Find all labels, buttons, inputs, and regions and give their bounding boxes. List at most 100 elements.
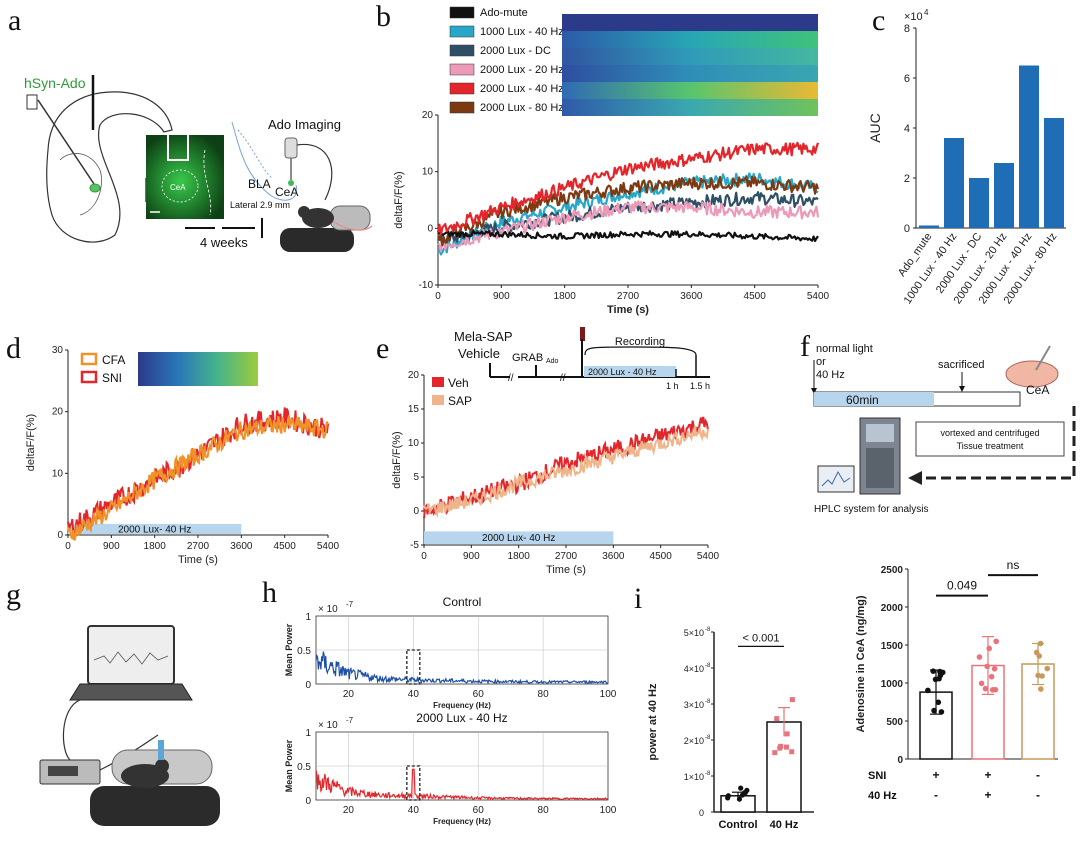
data-point <box>925 687 931 694</box>
y-tick-label: 1 <box>305 728 311 739</box>
y-axis-label: Adenosine in CeA (ng/mg) <box>855 595 867 732</box>
panel-f-chart: 0 500 1000 1500 2000 2500 Adenosine in CeA (ng… <box>855 558 1058 802</box>
cea-label: CeA <box>275 185 298 199</box>
bar <box>1019 65 1039 228</box>
y-tick-exp: -8 <box>705 663 711 669</box>
bar <box>919 225 939 228</box>
data-point <box>783 744 789 750</box>
bar <box>969 178 989 228</box>
row-value: - <box>1036 768 1040 782</box>
x-axis-label: Time (s) <box>178 554 218 566</box>
data-point <box>738 785 744 791</box>
monitor-trace <box>821 470 851 487</box>
legend-label: 2000 Lux - DC <box>480 45 551 57</box>
x-tick-label: Control <box>718 819 757 831</box>
panel-d-chart: 0 900 1800 2700 3600 4500 5400 0 10 20 30 Time (s) d… <box>25 345 340 566</box>
y-tick-label: 10 <box>408 438 420 449</box>
fiber-marker-icon <box>580 327 585 341</box>
axis-multiplier: ×10 <box>904 11 923 23</box>
y-tick-label: 1 <box>305 612 311 623</box>
bla-label: BLA <box>248 177 271 191</box>
x-tick-label: 900 <box>103 541 120 552</box>
y-tick-label: 8 <box>904 23 910 35</box>
x-tick-label: 3600 <box>680 291 703 302</box>
subplot-title: Control <box>443 595 482 609</box>
series-line-sap <box>423 426 709 519</box>
y-tick-label: 3×10 <box>684 700 704 710</box>
data-point <box>930 668 937 674</box>
highlight-box-40hz <box>406 649 421 685</box>
bar <box>994 163 1014 228</box>
timeline-title-2: Vehicle <box>458 346 500 361</box>
y-tick-label: 5×10 <box>684 628 704 638</box>
y-axis-label: AUC <box>867 113 883 143</box>
series-line-cfa <box>67 414 329 541</box>
subplot-title: 2000 Lux - 40 Hz <box>416 711 507 725</box>
y-tick-label: 0 <box>904 223 910 235</box>
y-tick-label: 0 <box>427 223 433 234</box>
flow-arrow-line <box>920 406 1076 480</box>
virus-label: hSyn-Ado <box>24 75 86 91</box>
legend-label: 2000 Lux - 80 Hz <box>480 102 564 114</box>
data-point <box>1039 673 1045 679</box>
sig-label: ns <box>1007 558 1020 572</box>
row-label: SNI <box>868 770 886 782</box>
heatmap-row <box>562 48 818 65</box>
row-value: - <box>1036 788 1040 802</box>
optic-fiber-icon <box>284 137 298 159</box>
recording-label: Recording <box>615 336 665 348</box>
laptop-cable <box>62 699 81 761</box>
timeline-break: // <box>508 373 514 384</box>
sacrificed-label: sacrificed <box>938 359 984 371</box>
legend-swatch <box>449 44 475 57</box>
imaging-label: Ado Imaging <box>268 117 341 132</box>
data-point <box>1033 649 1040 656</box>
series-line-4 <box>436 141 820 236</box>
mouse-body-icon <box>302 208 334 228</box>
y-tick-label: 0.5 <box>297 646 311 657</box>
x-axis-label: Frequency (Hz) <box>433 817 491 826</box>
data-point <box>976 654 983 660</box>
x-tick-label: 0 <box>421 551 427 562</box>
row-label: 40 Hz <box>868 790 897 802</box>
data-point <box>982 685 989 692</box>
y-tick-exp: -8 <box>705 771 711 777</box>
grab-sub: Ado <box>546 358 559 365</box>
timeline-title-1: Mela-SAP <box>454 329 513 344</box>
cea-outline <box>161 169 199 203</box>
legend-swatch <box>80 352 98 366</box>
micrograph-boundary <box>203 149 212 216</box>
amygdala-outline <box>231 121 298 201</box>
panel-letter-b: b <box>376 0 391 33</box>
panel-letter-e: e <box>376 332 390 365</box>
data-point <box>935 699 942 706</box>
grab-label: GRAB <box>512 352 543 364</box>
data-point <box>774 716 780 722</box>
x-tick-label: 60 <box>473 689 485 700</box>
stim-box-label: 2000 Lux - 40 Hz <box>588 367 657 377</box>
data-point <box>937 672 944 679</box>
x-tick-label: 5400 <box>317 541 340 552</box>
brain-section-inner <box>59 153 102 216</box>
brain-section-outline <box>46 91 173 243</box>
bar <box>919 691 953 760</box>
y-tick-label: 2000 <box>881 603 904 614</box>
heatmap-row <box>562 65 818 82</box>
treatment-label-2: Tissue treatment <box>957 441 1024 451</box>
x-tick-label: 1800 <box>508 551 531 562</box>
x-tick-label: 20 <box>343 805 355 816</box>
y-tick-label: 0 <box>699 808 704 818</box>
sacrificed-arrow-head <box>959 386 965 392</box>
legend-label: 2000 Lux - 40 Hz <box>480 83 564 95</box>
heatmap-row <box>562 14 818 31</box>
y-tick-label: 0 <box>57 530 63 541</box>
x-tick-label: 900 <box>463 551 480 562</box>
fiber-cable <box>296 143 333 201</box>
y-tick-label: 500 <box>886 717 903 728</box>
data-point <box>978 680 985 687</box>
duration-label: 60min <box>846 393 879 407</box>
data-point <box>789 749 795 755</box>
axis-multiplier-exp: -7 <box>346 716 354 725</box>
